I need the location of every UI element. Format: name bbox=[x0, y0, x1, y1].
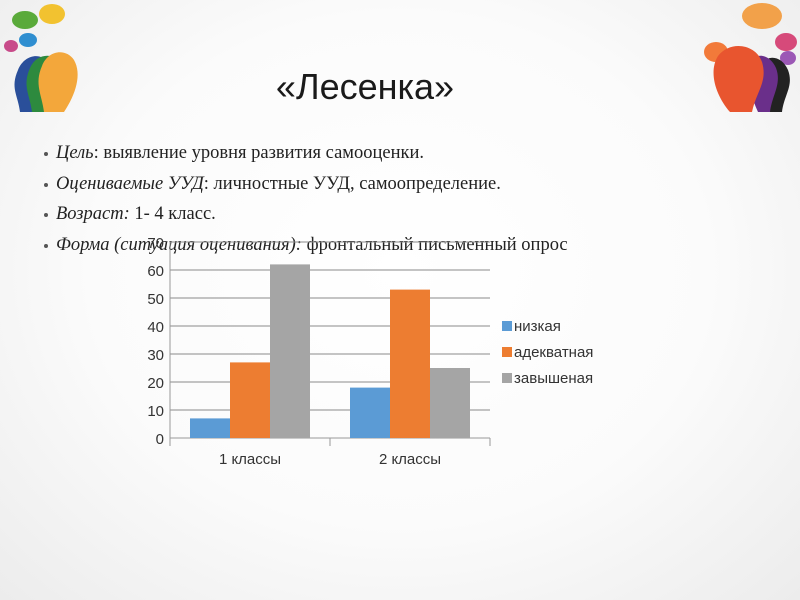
bullet-age: Возраст: 1- 4 класс. bbox=[44, 204, 568, 235]
y-tick-label: 0 bbox=[156, 431, 164, 448]
bar-1-2 bbox=[350, 387, 390, 438]
legend-swatch bbox=[502, 321, 512, 331]
legend-label: низкая bbox=[514, 318, 561, 335]
colorful-heads-right-icon bbox=[704, 3, 797, 112]
bullet-uud: Оцениваемые УУД: личностные УУД, самоопр… bbox=[44, 174, 568, 205]
bullet-goal-sep: : bbox=[93, 143, 104, 163]
bullet-goal: Цель: выявление уровня развития самооцен… bbox=[44, 143, 568, 174]
bullet-age-label: Возраст: bbox=[56, 204, 130, 224]
x-category-label: 2 классы bbox=[379, 451, 441, 468]
bullet-age-text: 1- 4 класс. bbox=[134, 204, 216, 224]
y-tick-label: 60 bbox=[147, 263, 164, 280]
legend-swatch bbox=[502, 373, 512, 383]
bar-1-1 bbox=[190, 418, 230, 438]
bar-3-2 bbox=[430, 368, 470, 438]
bullet-goal-label: Цель bbox=[56, 143, 94, 163]
bullet-goal-text: выявление уровня развития самооценки. bbox=[103, 143, 425, 163]
bullet-form: Форма (ситуация оценивания): фронтальный… bbox=[44, 235, 568, 266]
y-tick-label: 10 bbox=[147, 403, 164, 420]
colorful-heads-left-icon bbox=[4, 4, 78, 112]
y-tick-label: 40 bbox=[147, 319, 164, 336]
x-category-label: 1 классы bbox=[219, 451, 281, 468]
bar-2-1 bbox=[230, 362, 270, 438]
bullet-form-label: Форма (ситуация оценивания): bbox=[56, 234, 302, 255]
legend-label: адекватная bbox=[514, 344, 593, 361]
y-tick-label: 30 bbox=[147, 347, 164, 364]
legend-label: завышеная bbox=[514, 370, 593, 387]
bullet-form-text: фронтальный письменный опрос bbox=[306, 234, 568, 255]
y-tick-label: 50 bbox=[147, 291, 164, 308]
bar-3-1 bbox=[270, 264, 310, 438]
bullet-uud-sep: : bbox=[203, 173, 214, 194]
bullet-uud-text: личностные УУД, самоопределение. bbox=[213, 173, 501, 194]
y-tick-label: 20 bbox=[147, 375, 164, 392]
legend-swatch bbox=[502, 347, 512, 357]
y-tick-label: 70 bbox=[147, 235, 164, 252]
bar-2-2 bbox=[390, 289, 430, 438]
bullet-uud-label: Оцениваемые УУД bbox=[56, 173, 204, 194]
bar-chart: 0 10 20 30 40 50 60 70 1 классы 2 классы низкая аде… bbox=[147, 235, 593, 468]
slide-title: «Лесенка» bbox=[275, 66, 455, 107]
bullet-list: Цель: выявление уровня развития самооцен… bbox=[44, 143, 568, 265]
